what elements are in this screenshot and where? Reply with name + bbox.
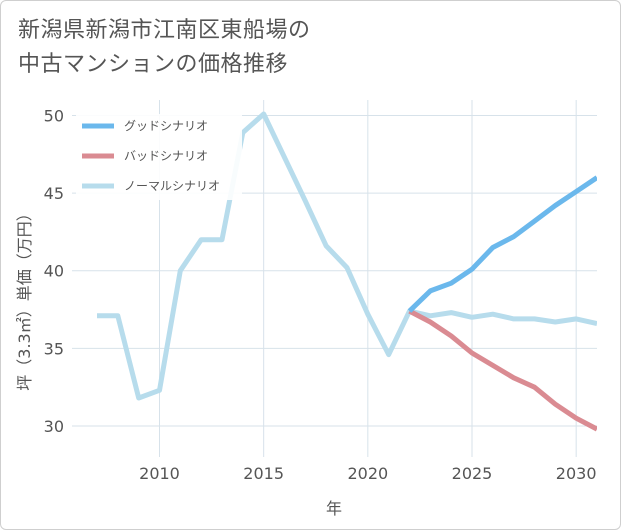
y-axis-ticks: 30 35 40 45 50	[44, 107, 64, 436]
y-tick-label: 50	[44, 107, 64, 126]
y-tick-label: 30	[44, 417, 64, 436]
chart-title: 新潟県新潟市江南区東船場の 中古マンションの価格推移	[18, 14, 311, 82]
y-tick-label: 35	[44, 339, 64, 358]
x-axis-ticks: 2010 2015 2020 2025 2030	[139, 464, 596, 483]
series-line-2[interactable]	[97, 111, 597, 401]
series-line-0[interactable]	[407, 175, 598, 313]
y-axis-title: 坪（3.3㎡）単価（万円）	[15, 205, 34, 390]
legend-label[interactable]: グッドシナリオ	[124, 119, 208, 133]
chart-title-line-1: 新潟県新潟市江南区東船場の	[18, 18, 311, 43]
x-tick-label: 2015	[243, 464, 284, 483]
y-tick-label: 40	[44, 262, 64, 281]
x-tick-label: 2010	[139, 464, 180, 483]
x-tick-label: 2025	[452, 464, 493, 483]
legend-label[interactable]: バッドシナリオ	[124, 149, 208, 163]
chart-title-line-2: 中古マンションの価格推移	[18, 52, 289, 77]
y-tick-label: 45	[44, 184, 64, 203]
series-line-1[interactable]	[408, 308, 598, 432]
x-axis-title: 年	[326, 499, 342, 518]
legend-label[interactable]: ノーマルシナリオ	[124, 179, 220, 193]
x-tick-label: 2020	[347, 464, 388, 483]
x-tick-label: 2030	[556, 464, 597, 483]
series-lines	[97, 111, 598, 432]
